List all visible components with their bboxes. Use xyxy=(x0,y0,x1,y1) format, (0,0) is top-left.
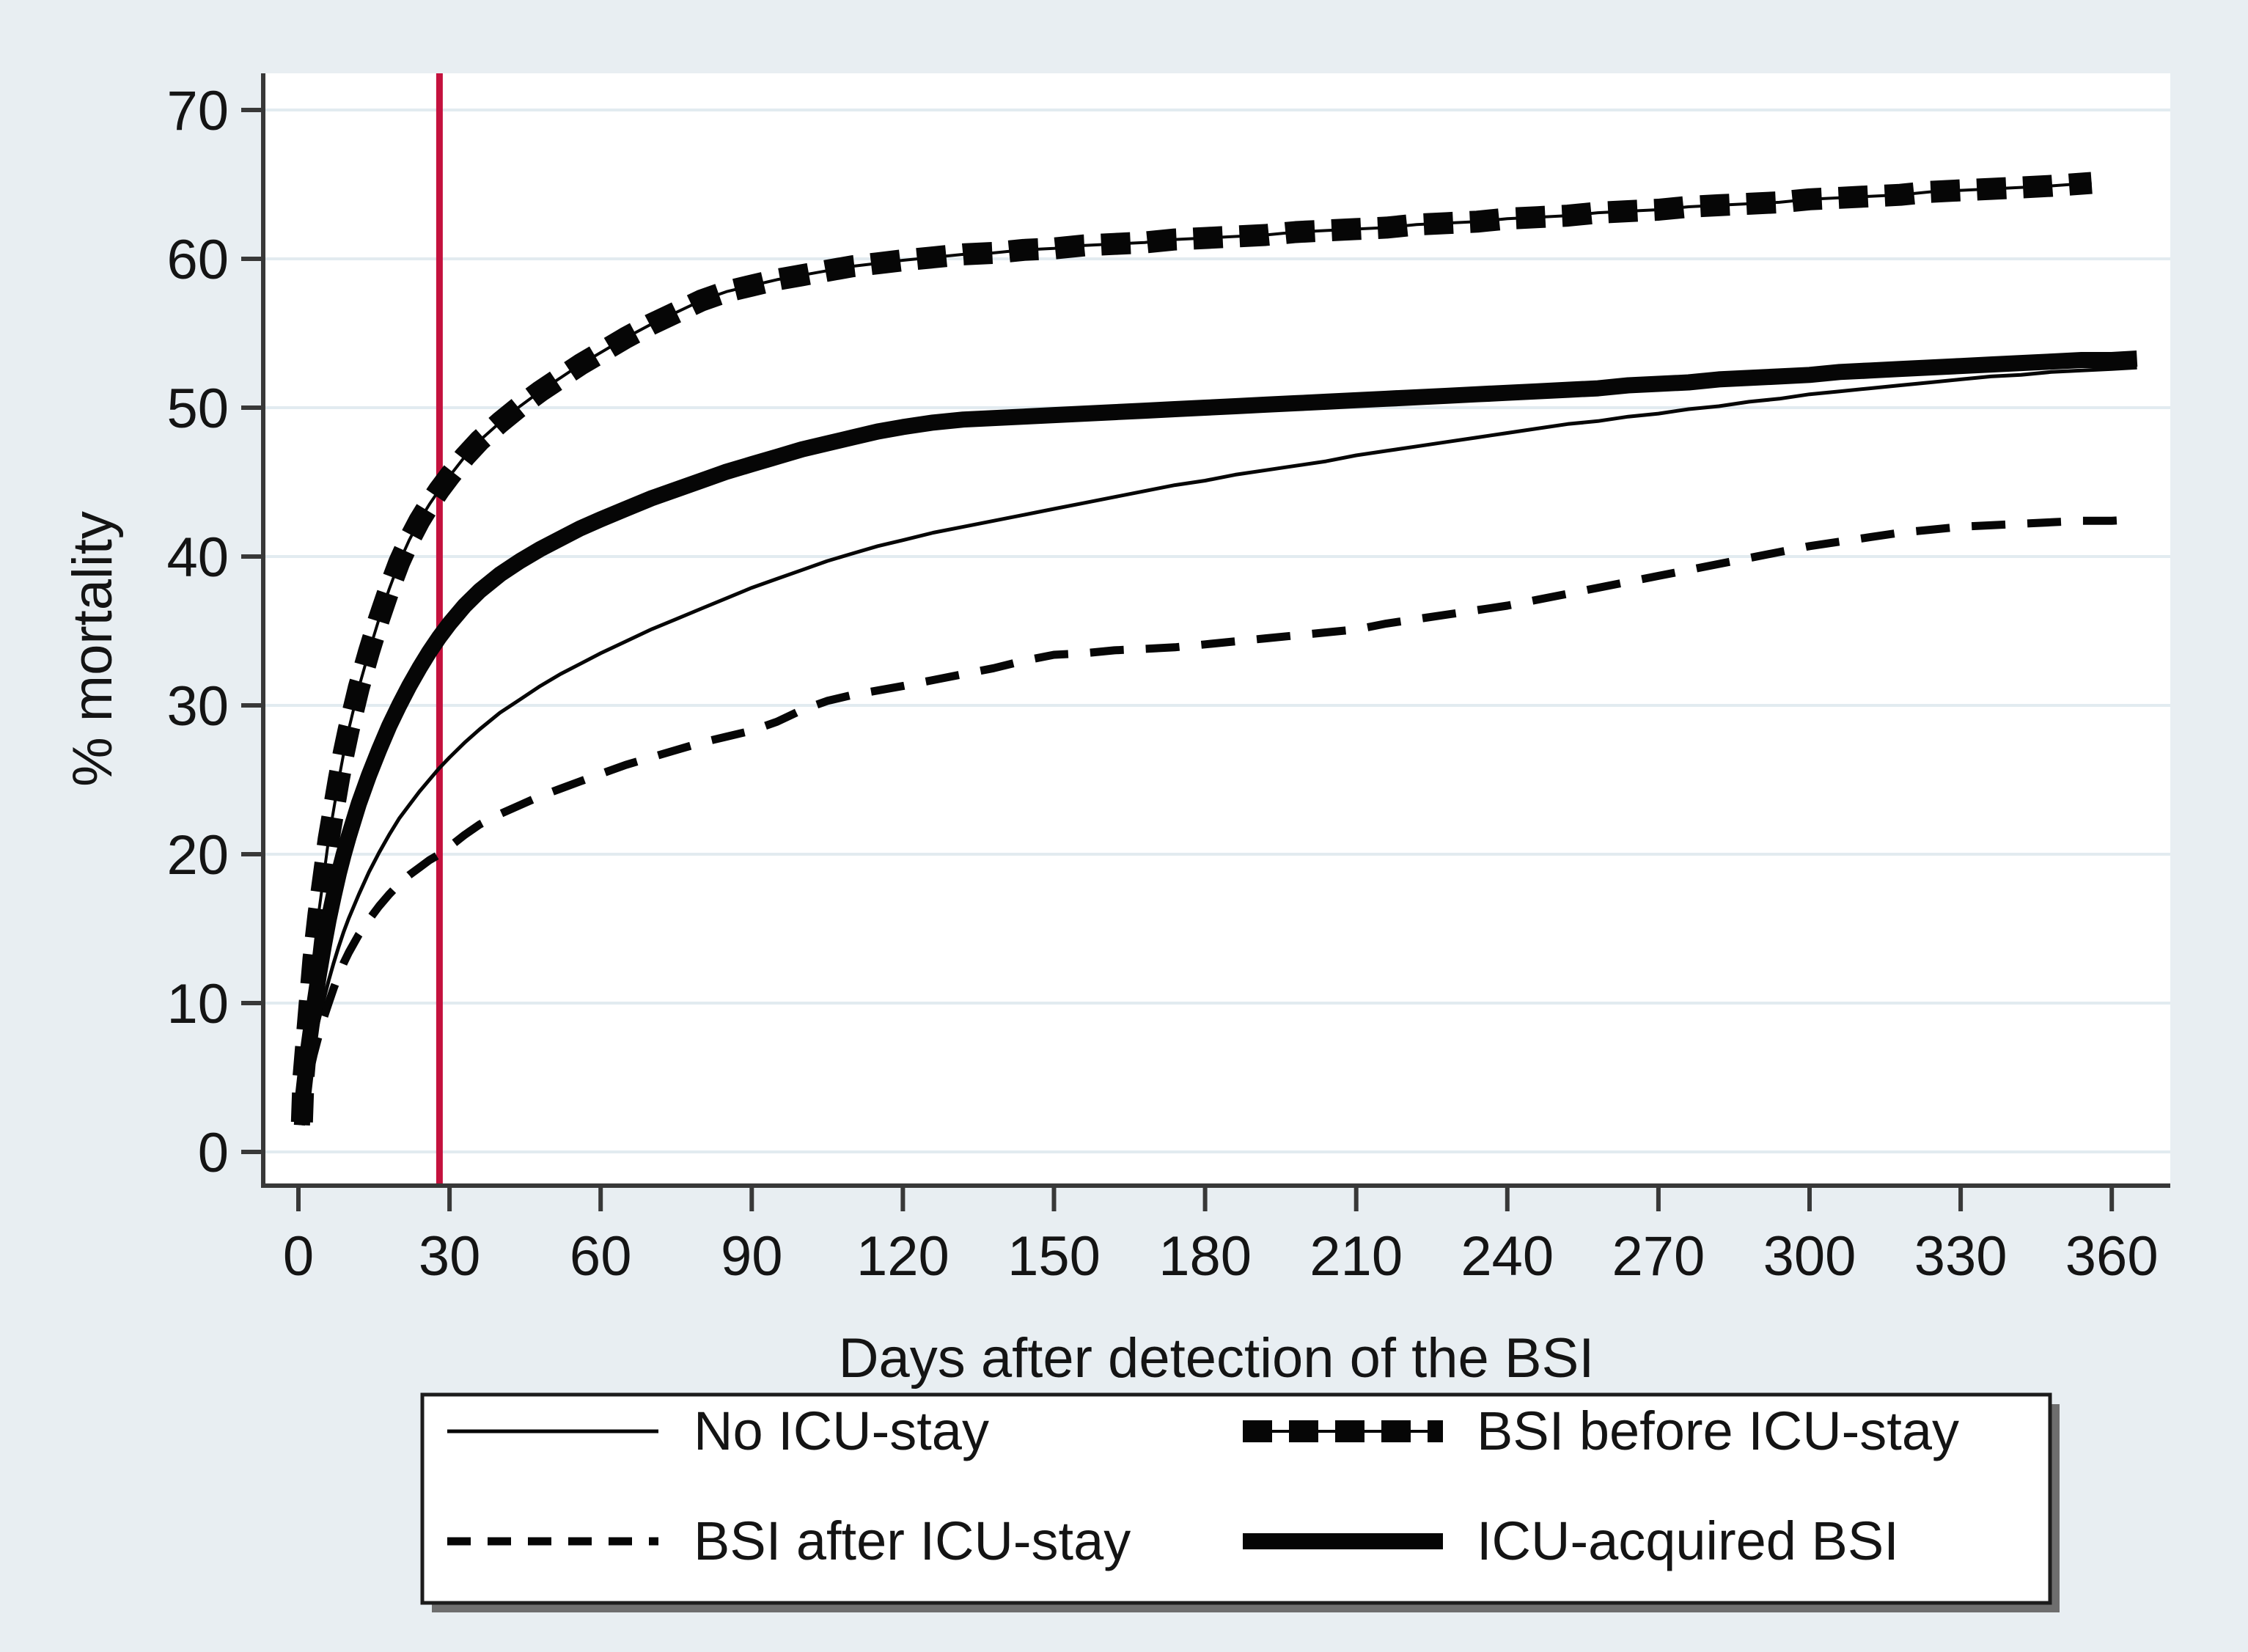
x-tick-label-60: 60 xyxy=(570,1225,632,1288)
y-tick-label-60: 60 xyxy=(166,229,229,291)
x-tick-label-330: 330 xyxy=(1914,1225,2008,1288)
y-axis-title: % mortality xyxy=(62,511,124,787)
x-tick-label-30: 30 xyxy=(419,1225,481,1288)
y-tick-label-20: 20 xyxy=(166,824,229,886)
curve-icu-acquired-bsi xyxy=(293,350,2138,1126)
axis-ticks: 0 10 20 30 40 50 60 70 0 30 60 90 120 150 180 210 240 270… xyxy=(166,80,2158,1288)
legend: No ICU-stay BSI before ICU-stay BSI afte… xyxy=(420,1392,2060,1612)
y-tick-label-70: 70 xyxy=(166,80,229,142)
curve-no-icu-stay xyxy=(298,365,2137,1126)
legend-item-no-icu-stay: No ICU-stay xyxy=(447,1400,989,1461)
x-tick-label-150: 150 xyxy=(1007,1225,1101,1288)
x-tick-label-180: 180 xyxy=(1158,1225,1252,1288)
curve-bsi-after-icu-stay xyxy=(296,515,2137,1126)
x-tick-label-300: 300 xyxy=(1763,1225,1856,1288)
legend-label-bsi-after-icu-stay: BSI after ICU-stay xyxy=(694,1510,1131,1571)
x-axis-title: Days after detection of the BSI xyxy=(839,1327,1595,1389)
y-tick-label-10: 10 xyxy=(166,973,229,1035)
x-tick-label-90: 90 xyxy=(721,1225,783,1288)
curves xyxy=(290,172,2138,1126)
legend-item-bsi-after-icu-stay: BSI after ICU-stay xyxy=(447,1510,1131,1571)
x-tick-label-360: 360 xyxy=(2065,1225,2159,1288)
legend-label-icu-acquired-bsi: ICU-acquired BSI xyxy=(1477,1510,1899,1571)
curve-bsi-before-icu-stay-dashes xyxy=(290,172,2093,1123)
x-tick-label-210: 210 xyxy=(1310,1225,1403,1288)
x-tick-label-120: 120 xyxy=(856,1225,949,1288)
legend-item-icu-acquired-bsi: ICU-acquired BSI xyxy=(1243,1510,1899,1571)
x-tick-label-270: 270 xyxy=(1612,1225,1705,1288)
y-tick-label-40: 40 xyxy=(166,526,229,589)
legend-label-bsi-before-icu-stay: BSI before ICU-stay xyxy=(1477,1400,1959,1461)
gridlines xyxy=(263,109,2170,1153)
legend-label-no-icu-stay: No ICU-stay xyxy=(694,1400,989,1461)
x-tick-label-240: 240 xyxy=(1461,1225,1554,1288)
y-tick-label-0: 0 xyxy=(198,1122,229,1184)
legend-item-bsi-before-icu-stay: BSI before ICU-stay xyxy=(1243,1400,1959,1461)
legend-box xyxy=(420,1392,2052,1605)
x-tick-label-0: 0 xyxy=(283,1225,314,1288)
y-tick-label-30: 30 xyxy=(166,675,229,738)
y-tick-label-50: 50 xyxy=(166,378,229,440)
